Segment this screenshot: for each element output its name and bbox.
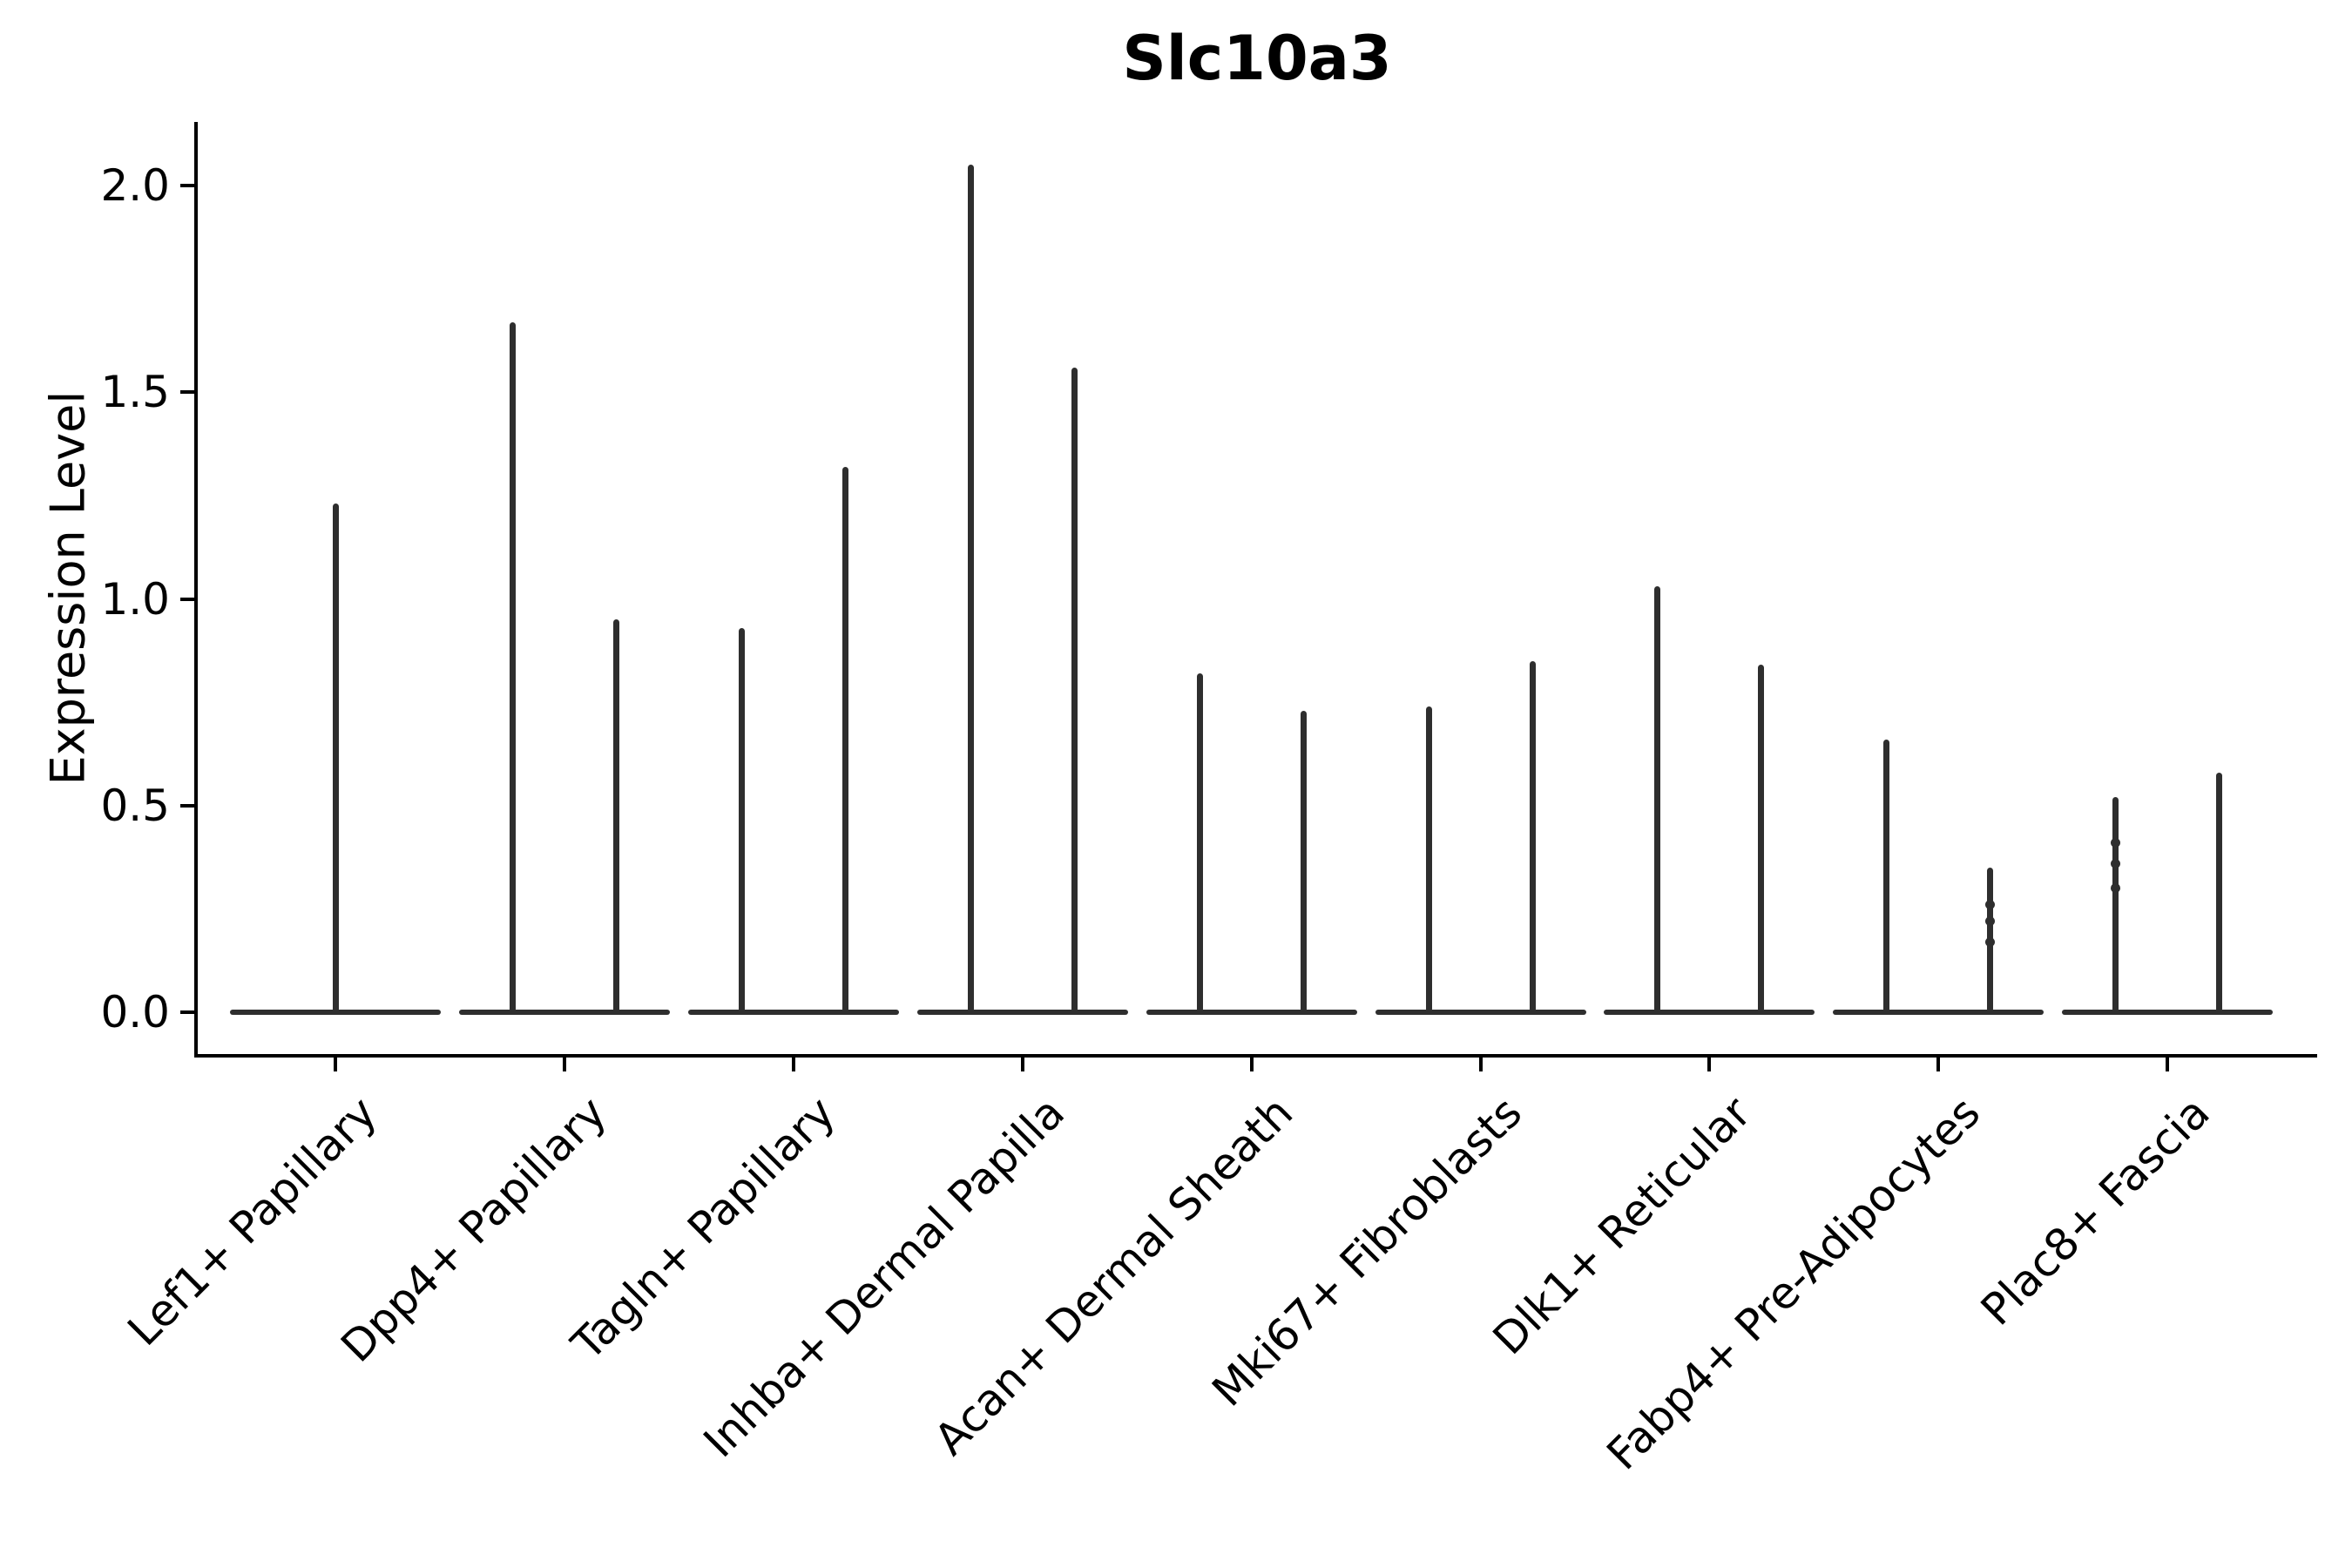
violin-needle bbox=[1883, 739, 1890, 1012]
violin-base bbox=[916, 1010, 1128, 1015]
violin-needle bbox=[738, 627, 745, 1012]
violin-needle bbox=[1654, 586, 1661, 1012]
y-axis-label: Expression Level bbox=[40, 390, 96, 786]
violin-needle bbox=[967, 165, 974, 1012]
violin-base bbox=[230, 1010, 441, 1015]
expression-dot bbox=[1985, 916, 1996, 927]
violin-needle bbox=[2112, 797, 2119, 1012]
violin-base bbox=[458, 1010, 670, 1015]
x-axis-tick bbox=[791, 1058, 795, 1071]
x-axis-spine bbox=[194, 1054, 2317, 1058]
x-axis-tick-label: Fabp4+ Pre-Adipocytes bbox=[1597, 1087, 1990, 1480]
y-axis-tick-label: 0.0 bbox=[100, 987, 170, 1037]
y-axis-tick bbox=[180, 1010, 194, 1014]
y-axis-tick bbox=[180, 184, 194, 187]
y-axis-tick bbox=[180, 803, 194, 808]
y-axis-tick-label: 1.0 bbox=[100, 573, 170, 625]
y-axis-tick-label: 2.0 bbox=[100, 160, 170, 211]
violin-needle bbox=[1071, 367, 1078, 1012]
violin-needle bbox=[1529, 660, 1536, 1012]
violin-needle bbox=[841, 466, 848, 1012]
violin-needle bbox=[2216, 772, 2223, 1012]
expression-dot bbox=[2111, 883, 2121, 894]
violin-base bbox=[687, 1010, 899, 1015]
violin-needle bbox=[1758, 665, 1765, 1012]
chart-title: Slc10a3 bbox=[1122, 23, 1392, 94]
y-axis-tick bbox=[180, 390, 194, 395]
expression-dot bbox=[1985, 900, 1996, 910]
x-axis-tick-label: Lef1+ Papillary bbox=[118, 1087, 388, 1356]
x-axis-tick bbox=[1249, 1058, 1254, 1071]
y-axis-spine bbox=[194, 122, 198, 1058]
violin-needle bbox=[612, 619, 619, 1012]
x-axis-tick bbox=[1020, 1058, 1024, 1071]
x-axis-tick bbox=[2166, 1058, 2170, 1071]
violin-base bbox=[1146, 1010, 1357, 1015]
expression-dot bbox=[2111, 837, 2121, 848]
x-axis-tick bbox=[1478, 1058, 1483, 1071]
violin-needle bbox=[509, 321, 516, 1012]
x-axis-tick bbox=[1936, 1058, 1941, 1071]
y-axis-tick-label: 0.5 bbox=[100, 780, 170, 831]
violin-needle bbox=[332, 504, 339, 1012]
expression-dot bbox=[2111, 858, 2121, 868]
violin-needle bbox=[1425, 706, 1432, 1012]
violin-base bbox=[1375, 1010, 1586, 1015]
violin-base bbox=[2062, 1010, 2274, 1015]
violin-base bbox=[1833, 1010, 2044, 1015]
violin-needle bbox=[1196, 672, 1203, 1012]
y-axis-tick bbox=[180, 597, 194, 601]
expression-dot bbox=[1985, 936, 1996, 947]
x-axis-tick bbox=[334, 1058, 337, 1071]
violin-base bbox=[1604, 1010, 1815, 1015]
violin-needle bbox=[1300, 710, 1307, 1012]
x-axis-tick bbox=[562, 1058, 566, 1071]
y-axis-tick-label: 1.5 bbox=[100, 367, 170, 418]
x-axis-tick bbox=[1707, 1058, 1712, 1071]
x-axis-tick-label: Plac8+ Fascia bbox=[1970, 1087, 2220, 1335]
